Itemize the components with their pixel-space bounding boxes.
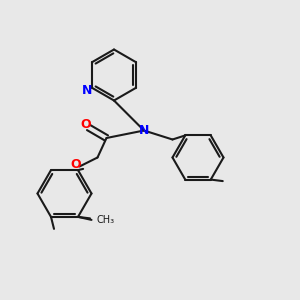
Text: O: O [70, 158, 81, 171]
Text: N: N [82, 84, 93, 97]
Text: CH₃: CH₃ [97, 215, 115, 225]
Text: N: N [139, 124, 149, 137]
Text: O: O [80, 118, 91, 131]
